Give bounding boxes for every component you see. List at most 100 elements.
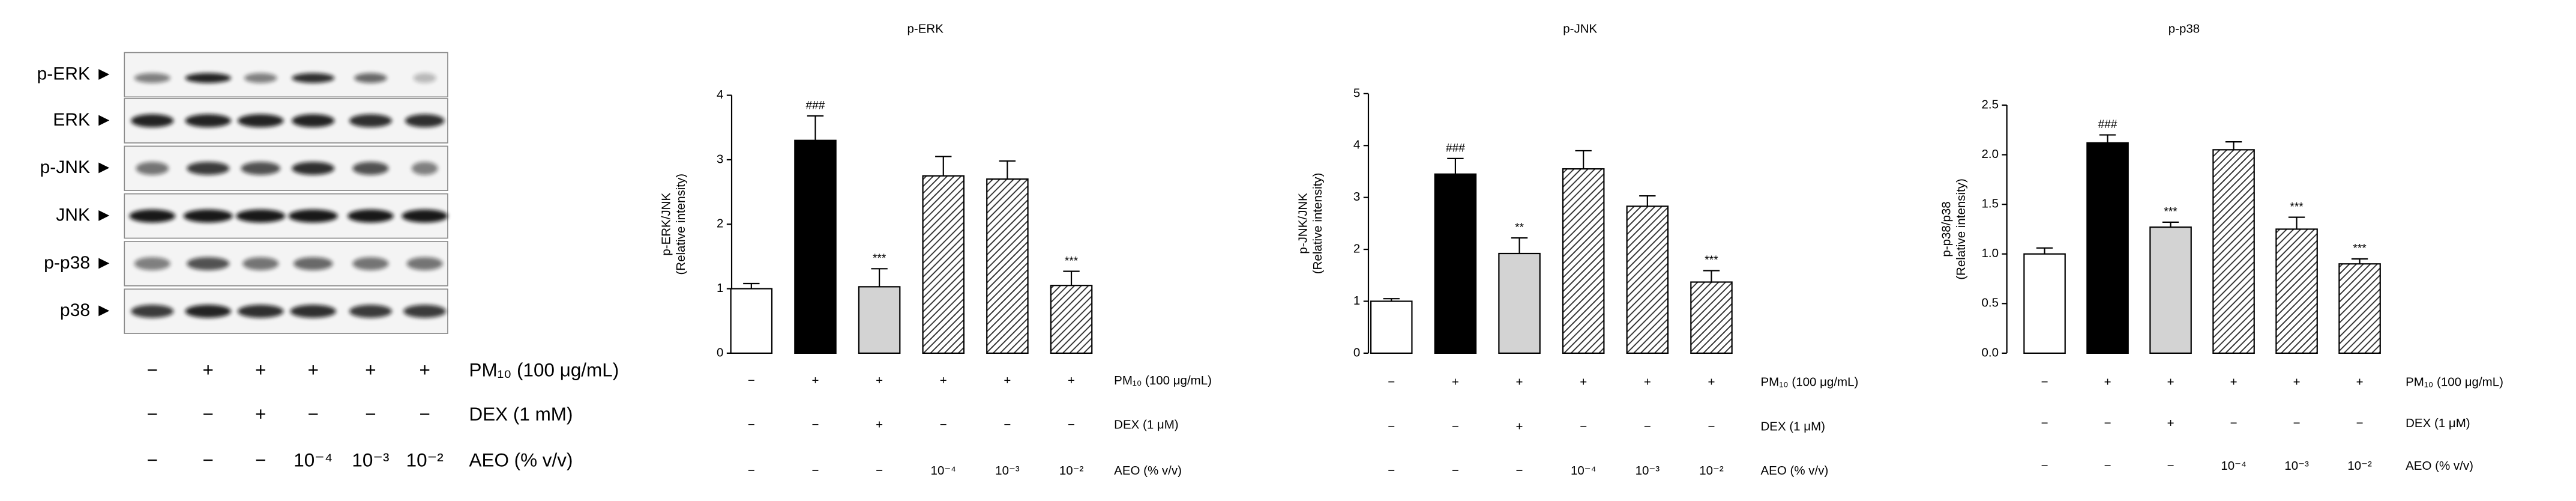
significance-label: **: [1515, 222, 1524, 234]
y-tick-label: 0.0: [1982, 345, 1999, 359]
treatment-cell: −: [1068, 418, 1075, 432]
blot-band: [413, 73, 436, 84]
treatment-cell: −: [1388, 375, 1395, 389]
bar: [1498, 252, 1541, 354]
blot-band: [292, 73, 335, 84]
blot-band: [187, 257, 230, 270]
blot-band: [131, 114, 174, 127]
bar: [986, 178, 1029, 354]
treatment-cell: −: [940, 418, 947, 432]
blot-band: [288, 209, 338, 223]
treatment-cell: +: [308, 359, 319, 380]
blot-label: p-JNK ►: [40, 157, 113, 177]
blot-band: [237, 114, 284, 127]
treatment-cell: +: [940, 374, 947, 387]
treatment-cell: +: [2167, 416, 2174, 430]
blot-label: ERK ►: [53, 110, 113, 130]
y-axis-title-line: (Relative intensity): [1311, 173, 1325, 275]
y-tick-label: 5: [1353, 86, 1360, 100]
treatment-label: PM₁₀ (100 μg/mL): [2406, 375, 2503, 389]
y-tick-label: 2.0: [1982, 147, 1999, 161]
blot-band: [292, 114, 335, 127]
treatment-cell: +: [811, 374, 819, 387]
blot-band: [242, 257, 279, 270]
treatment-cell: +: [2167, 375, 2174, 389]
treatment-cell: +: [255, 404, 266, 425]
treatment-cell: −: [748, 418, 755, 432]
blot-label: p-ERK ►: [37, 64, 113, 84]
y-tick-label: 4: [717, 88, 723, 102]
treatment-cell: −: [748, 464, 755, 478]
y-axis-title-line: p-p38/p38: [1939, 201, 1953, 257]
y-tick-label: 1: [717, 281, 723, 295]
bar: [2212, 149, 2255, 354]
blot-label: p-p38 ►: [44, 253, 113, 273]
treatment-cell: +: [203, 359, 214, 380]
treatment-cell: −: [1452, 419, 1459, 433]
blot-band: [131, 305, 174, 318]
treatment-cell: −: [2230, 416, 2237, 430]
treatment-cell: 10⁻³: [2284, 459, 2309, 473]
treatment-cell: −: [1644, 419, 1651, 433]
bar: [2086, 142, 2129, 354]
treatment-cell: +: [876, 374, 883, 387]
chart-title: p-p38: [2168, 22, 2200, 36]
treatment-cell: −: [1388, 419, 1395, 433]
bar: [794, 139, 837, 354]
blot-band: [405, 114, 445, 127]
treatment-label: DEX (1 μM): [1114, 418, 1178, 432]
bar: [858, 286, 901, 354]
y-tick-label: 2: [1353, 242, 1360, 256]
blot-band: [236, 209, 286, 223]
treatment-cell: +: [2104, 375, 2111, 389]
blot-frame: [124, 145, 448, 192]
blot-band: [293, 257, 333, 270]
treatment-cell: +: [2293, 375, 2301, 389]
treatment-label: AEO (% v/v): [2406, 459, 2473, 473]
treatment-label: DEX (1 μM): [2406, 416, 2470, 430]
y-tick-label: 4: [1353, 138, 1360, 152]
treatment-cell: 10⁻⁴: [2221, 459, 2246, 473]
treatment-cell: −: [811, 418, 819, 432]
significance-label: ***: [2353, 243, 2367, 255]
treatment-cell: −: [1708, 419, 1715, 433]
treatment-cell: 10⁻²: [2347, 459, 2372, 473]
treatment-cell: −: [811, 464, 819, 478]
treatment-cell: +: [1516, 375, 1523, 389]
bar: [1434, 173, 1477, 354]
bar: [1626, 205, 1669, 354]
treatment-cell: 10⁻³: [1636, 464, 1660, 478]
treatment-cell: −: [308, 404, 319, 425]
treatment-cell: −: [2104, 416, 2111, 430]
treatment-cell: −: [876, 464, 883, 478]
treatment-label: DEX (1 mM): [469, 404, 573, 425]
treatment-cell: −: [2041, 459, 2048, 473]
treatment-label: AEO (% v/v): [1761, 464, 1829, 478]
treatment-cell: −: [2041, 416, 2048, 430]
bar: [730, 288, 773, 354]
y-tick-label: 1.5: [1982, 197, 1999, 211]
y-tick-label: 0: [1353, 345, 1360, 359]
blot-band: [348, 209, 394, 223]
y-tick-label: 0: [717, 345, 723, 359]
treatment-cell: 10⁻²: [406, 450, 444, 471]
y-axis-title: p-JNK/JNK (Relative intensity): [1296, 173, 1325, 275]
significance-label: ###: [806, 100, 825, 112]
blot-label: p38 ►: [60, 300, 113, 320]
blot-band: [183, 209, 233, 223]
bar: [2275, 228, 2318, 354]
treatment-cell: −: [748, 374, 755, 387]
treatment-label: PM₁₀ (100 μg/mL): [1761, 375, 1859, 389]
bar: [1690, 281, 1733, 354]
bar: [1050, 285, 1093, 354]
y-axis-title-line: (Relative intensity): [674, 174, 688, 275]
blot-band: [349, 114, 393, 127]
treatment-cell: −: [2293, 416, 2301, 430]
blot-frame: [124, 241, 448, 287]
blot-band: [406, 257, 443, 270]
treatment-cell: −: [147, 404, 158, 425]
treatment-cell: −: [1452, 464, 1459, 478]
significance-label: ###: [2098, 118, 2117, 131]
